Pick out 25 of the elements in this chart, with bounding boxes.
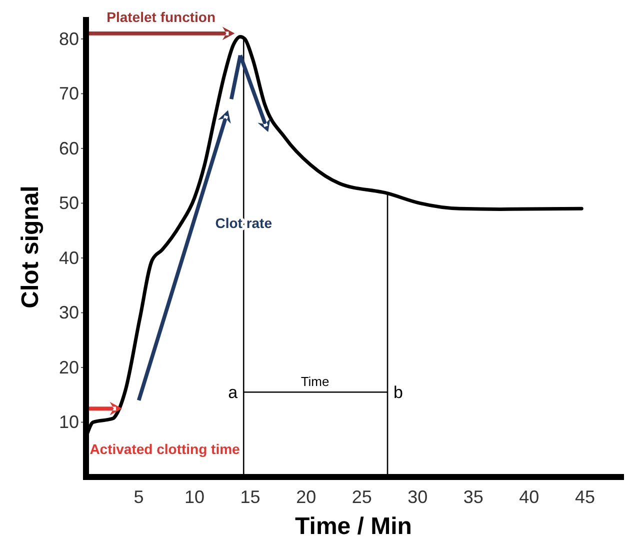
y-tick-label: 10	[58, 412, 79, 432]
x-tick-label: 40	[519, 487, 540, 507]
x-tick-label: 30	[408, 487, 428, 507]
annotation: Platelet function	[106, 9, 216, 25]
x-tick-label: 15	[240, 487, 260, 507]
x-tick-label: 10	[184, 487, 205, 507]
y-tick-label: 30	[58, 302, 79, 323]
x-tick-label: 5	[134, 487, 144, 507]
x-tick-label: 25	[352, 487, 372, 507]
y-tick-label: 20	[58, 357, 79, 378]
x-tick-label: 20	[296, 487, 316, 507]
annotation: Activated clotting time	[90, 441, 240, 458]
ref-line-label: b	[394, 383, 403, 402]
ref-line-label: a	[228, 383, 238, 402]
annotation: Time	[300, 374, 330, 390]
y-tick-label: 40	[58, 248, 79, 268]
x-tick-label: 45	[574, 487, 595, 507]
y-tick-label: 80	[58, 28, 79, 49]
x-axis-title: Time / Min	[295, 513, 412, 540]
y-tick-label: 70	[58, 84, 79, 104]
y-tick-label: 50	[58, 193, 79, 214]
y-tick-label: 60	[58, 138, 79, 158]
x-tick-label: 35	[463, 487, 484, 507]
annotation: Clot rate	[215, 214, 272, 231]
y-axis-title: Clot signal	[17, 186, 44, 308]
